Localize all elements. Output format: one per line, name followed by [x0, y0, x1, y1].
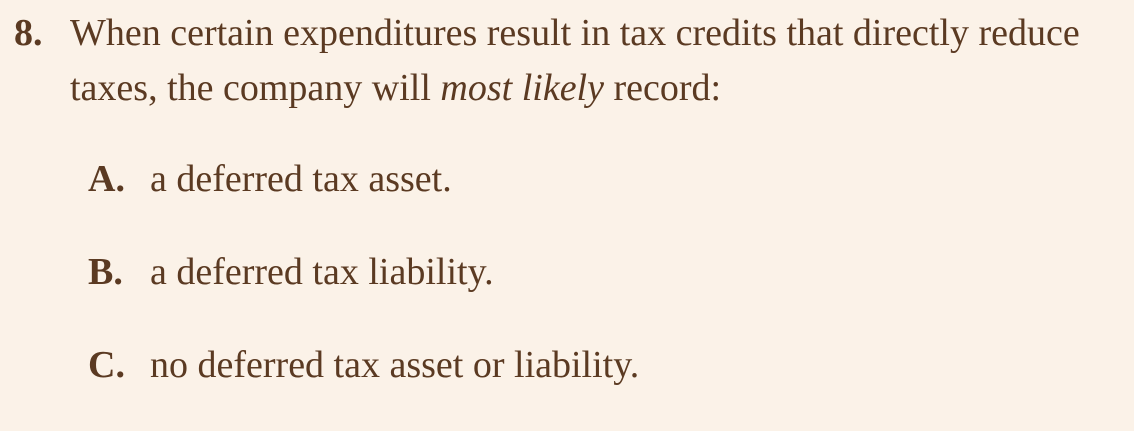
question-text-after: record: [603, 67, 722, 109]
option-text: a deferred tax asset. [150, 158, 452, 200]
question-emphasis: most likely [440, 67, 604, 109]
option-letter: A. [88, 158, 125, 200]
question-text: When certain expenditures result in tax … [70, 6, 1124, 116]
option-b[interactable]: B. a deferred tax liability. [88, 245, 1118, 338]
question-text-before: When certain expenditures result in tax … [70, 12, 1080, 109]
question-number: 8. [14, 12, 43, 54]
option-text: no deferred tax asset or liability. [150, 344, 640, 386]
option-letter: B. [88, 251, 123, 293]
question-block: 8. When certain expenditures result in t… [14, 6, 1124, 116]
option-letter: C. [88, 344, 125, 386]
option-a[interactable]: A. a deferred tax asset. [88, 152, 1118, 245]
option-text: a deferred tax liability. [150, 251, 494, 293]
answer-options: A. a deferred tax asset. B. a deferred t… [88, 152, 1118, 431]
option-c[interactable]: C. no deferred tax asset or liability. [88, 338, 1118, 431]
